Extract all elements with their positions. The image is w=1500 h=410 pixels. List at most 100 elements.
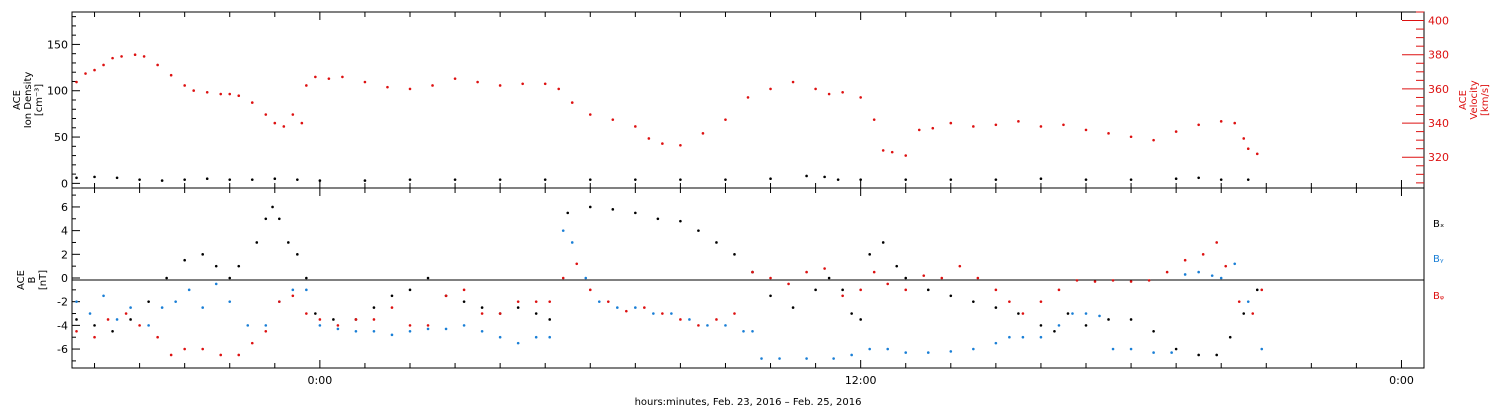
bx-point bbox=[868, 253, 871, 256]
bx-point bbox=[1084, 324, 1088, 327]
bx-point bbox=[1039, 324, 1043, 327]
bz-point bbox=[534, 300, 538, 303]
velocity-point bbox=[841, 91, 844, 94]
by-point bbox=[372, 329, 376, 333]
bx-point bbox=[147, 300, 150, 303]
velocity-point bbox=[881, 149, 885, 152]
density-ylabel-line3: [cm⁻³] bbox=[34, 84, 45, 116]
bx-point bbox=[769, 294, 772, 298]
top-panel-frame bbox=[71, 11, 1425, 189]
velocity-point bbox=[453, 77, 457, 80]
bz-point bbox=[408, 324, 412, 327]
bx-point bbox=[1242, 312, 1246, 315]
velocity-point bbox=[1084, 128, 1088, 132]
by-point bbox=[160, 306, 164, 309]
bx-point bbox=[1197, 353, 1200, 357]
density-y-tick-label: 150 bbox=[47, 38, 68, 51]
x-tick-label: 0:00 bbox=[308, 374, 333, 387]
velocity-point bbox=[75, 80, 78, 84]
velocity-y-tick-label: 380 bbox=[1428, 49, 1449, 62]
velocity-point bbox=[314, 75, 317, 79]
by-point bbox=[228, 300, 232, 303]
bz-point bbox=[1075, 279, 1079, 282]
velocity-point bbox=[250, 101, 254, 104]
axis-ticks: 0:00 12:00 0:00 0 50 100 150 320 340 360 380 400 -6 -… bbox=[47, 11, 1449, 387]
velocity-y-tick-label: 360 bbox=[1428, 83, 1449, 96]
b-y-tick-label: 6 bbox=[61, 201, 68, 214]
by-point bbox=[498, 335, 502, 339]
by-point bbox=[291, 288, 295, 292]
bz-point bbox=[1165, 270, 1169, 274]
velocity-y-tick-label: 320 bbox=[1428, 151, 1449, 164]
bx-point bbox=[183, 258, 186, 262]
by-point bbox=[480, 329, 484, 333]
bx-point bbox=[566, 211, 570, 215]
bz-point bbox=[250, 341, 254, 345]
velocity-point bbox=[611, 118, 615, 121]
b-y-tick-label: -2 bbox=[57, 296, 68, 309]
by-point bbox=[1129, 347, 1133, 351]
bx-point bbox=[972, 300, 975, 303]
by-point bbox=[318, 324, 322, 327]
by-point bbox=[1111, 347, 1115, 351]
by-point bbox=[616, 306, 619, 309]
by-point bbox=[760, 357, 763, 360]
by-point bbox=[548, 335, 552, 339]
velocity-point bbox=[588, 113, 592, 116]
bx-point bbox=[715, 241, 718, 244]
bz-point bbox=[336, 324, 340, 327]
by-point bbox=[949, 350, 953, 353]
by-point bbox=[751, 329, 754, 333]
by-point bbox=[115, 318, 119, 321]
density-point bbox=[634, 178, 637, 181]
velocity-point bbox=[1129, 135, 1133, 139]
bz-point bbox=[1057, 288, 1061, 292]
by-point bbox=[584, 276, 588, 280]
density-point bbox=[363, 179, 367, 182]
bx-point bbox=[305, 276, 308, 280]
velocity-point bbox=[917, 128, 921, 132]
bz-point bbox=[318, 318, 322, 321]
bx-point bbox=[791, 306, 795, 309]
velocity-point bbox=[111, 56, 114, 60]
velocity-point bbox=[498, 84, 502, 87]
bx-point bbox=[679, 219, 682, 223]
velocity-point bbox=[521, 82, 524, 86]
by-point bbox=[1152, 351, 1155, 354]
bx-point bbox=[850, 312, 853, 315]
bx-point bbox=[264, 217, 268, 221]
bz-point bbox=[183, 347, 186, 351]
by-point bbox=[336, 327, 340, 331]
bz-point bbox=[904, 288, 908, 292]
bx-point bbox=[1215, 353, 1218, 357]
density-point bbox=[543, 178, 547, 181]
by-point bbox=[354, 329, 358, 333]
bz-point bbox=[1039, 300, 1043, 303]
velocity-point bbox=[84, 72, 87, 75]
density-point bbox=[138, 178, 141, 181]
bz-point bbox=[278, 300, 281, 303]
bx-point bbox=[1066, 312, 1070, 315]
density-point bbox=[1246, 178, 1250, 181]
velocity-point bbox=[1062, 123, 1065, 127]
by-point bbox=[75, 300, 78, 303]
velocity-point bbox=[1255, 152, 1259, 156]
bx-point bbox=[255, 241, 259, 244]
bz-point bbox=[625, 309, 628, 313]
bz-point bbox=[606, 300, 610, 303]
by-point bbox=[201, 306, 204, 309]
density-point bbox=[1129, 178, 1133, 181]
velocity-point bbox=[557, 87, 561, 91]
velocity-point bbox=[386, 85, 389, 89]
bx-point bbox=[516, 306, 520, 309]
bx-point bbox=[237, 264, 241, 268]
by-point bbox=[1183, 273, 1187, 276]
by-point bbox=[570, 241, 574, 244]
by-point bbox=[1021, 335, 1025, 339]
bx-point bbox=[904, 276, 908, 280]
bz-point bbox=[1237, 300, 1241, 303]
density-point bbox=[679, 178, 682, 181]
by-point bbox=[1039, 335, 1043, 339]
by-point bbox=[174, 300, 177, 303]
bz-point bbox=[976, 276, 980, 280]
